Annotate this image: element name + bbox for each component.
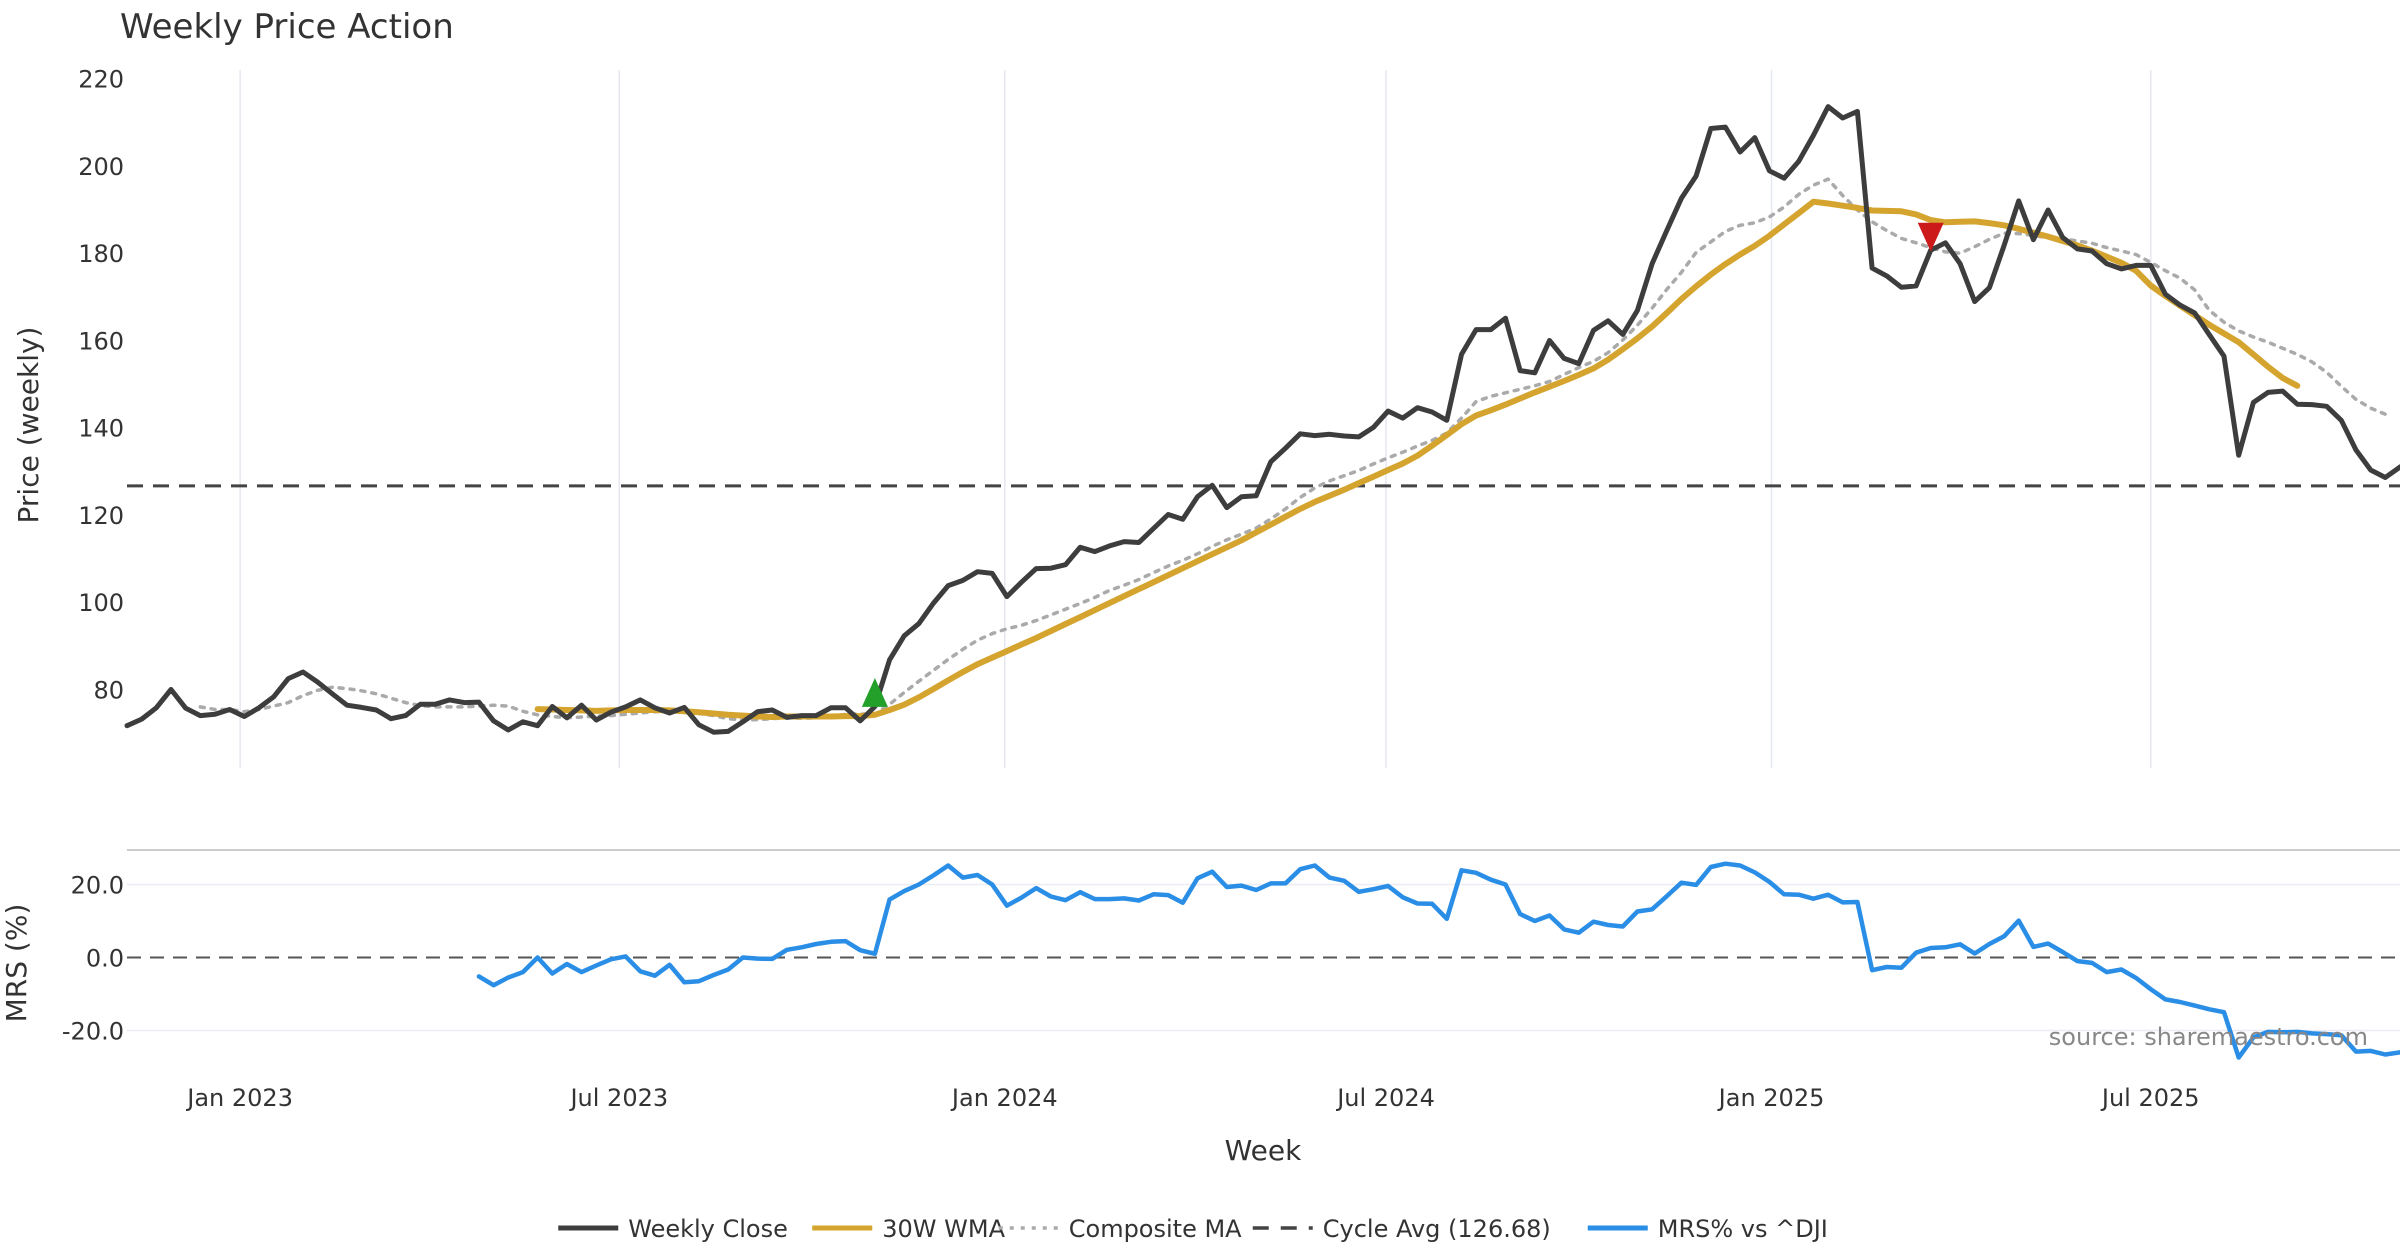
legend-label: Composite MA <box>1069 1215 1242 1243</box>
mrs-y-axis-label: MRS (%) <box>0 904 33 1023</box>
x-tick-label: Jul 2023 <box>568 1084 668 1112</box>
mrs-grid <box>127 849 2400 1032</box>
legend: Weekly Close 30W WMA Composite MA Cycle Avg… <box>558 1215 1828 1243</box>
mrs-series <box>476 861 2400 1060</box>
x-tick-label: Jan 2023 <box>185 1084 293 1112</box>
sell-signal-marker <box>1917 222 1944 252</box>
series-line-composite-ma <box>198 177 2388 722</box>
mrs-y-tick-label: 0.0 <box>86 944 124 972</box>
price-y-tick-label: 140 <box>78 415 124 443</box>
price-y-tick-label: 200 <box>78 153 124 181</box>
x-axis-label: Week <box>1225 1134 1302 1167</box>
mrs-y-tick-label: 20.0 <box>71 871 124 899</box>
price-y-ticks: 80 100 120 140 160 180 200 220 <box>78 66 124 705</box>
chart-title: Weekly Price Action <box>120 7 454 47</box>
price-y-tick-label: 160 <box>78 327 124 355</box>
x-tick-label: Jul 2025 <box>2100 1084 2200 1112</box>
mrs-y-tick-label: -20.0 <box>62 1017 124 1045</box>
x-tick-label: Jul 2024 <box>1335 1084 1435 1112</box>
series-line-mrs <box>476 861 2400 1060</box>
buy-signal-marker <box>861 678 888 707</box>
x-ticks: Jan 2023 Jul 2023 Jan 2024 Jul 2024 Jan 2025… <box>185 1084 2199 1112</box>
legend-label: MRS% vs ^DJI <box>1658 1215 1828 1243</box>
series-line-weekly-close <box>124 104 2400 735</box>
price-y-tick-label: 220 <box>78 66 124 94</box>
source-note: source: sharemaestro.com <box>2049 1023 2368 1051</box>
legend-label: Cycle Avg (126.68) <box>1323 1215 1551 1243</box>
series-line-30w-wma <box>534 198 2301 720</box>
price-y-tick-label: 120 <box>78 502 124 530</box>
legend-label: Weekly Close <box>628 1215 788 1243</box>
price-y-axis-label: Price (weekly) <box>12 327 45 524</box>
x-tick-label: Jan 2025 <box>1717 1084 1825 1112</box>
price-grid <box>239 70 2152 768</box>
price-y-tick-label: 180 <box>78 240 124 268</box>
price-y-tick-label: 80 <box>93 676 124 704</box>
price-series <box>124 104 2400 735</box>
mrs-y-ticks: 20.0 0.0 -20.0 <box>62 871 124 1045</box>
price-y-tick-label: 100 <box>78 589 124 617</box>
x-tick-label: Jan 2024 <box>950 1084 1058 1112</box>
signal-markers <box>861 222 1944 707</box>
legend-label: 30W WMA <box>882 1215 1005 1243</box>
